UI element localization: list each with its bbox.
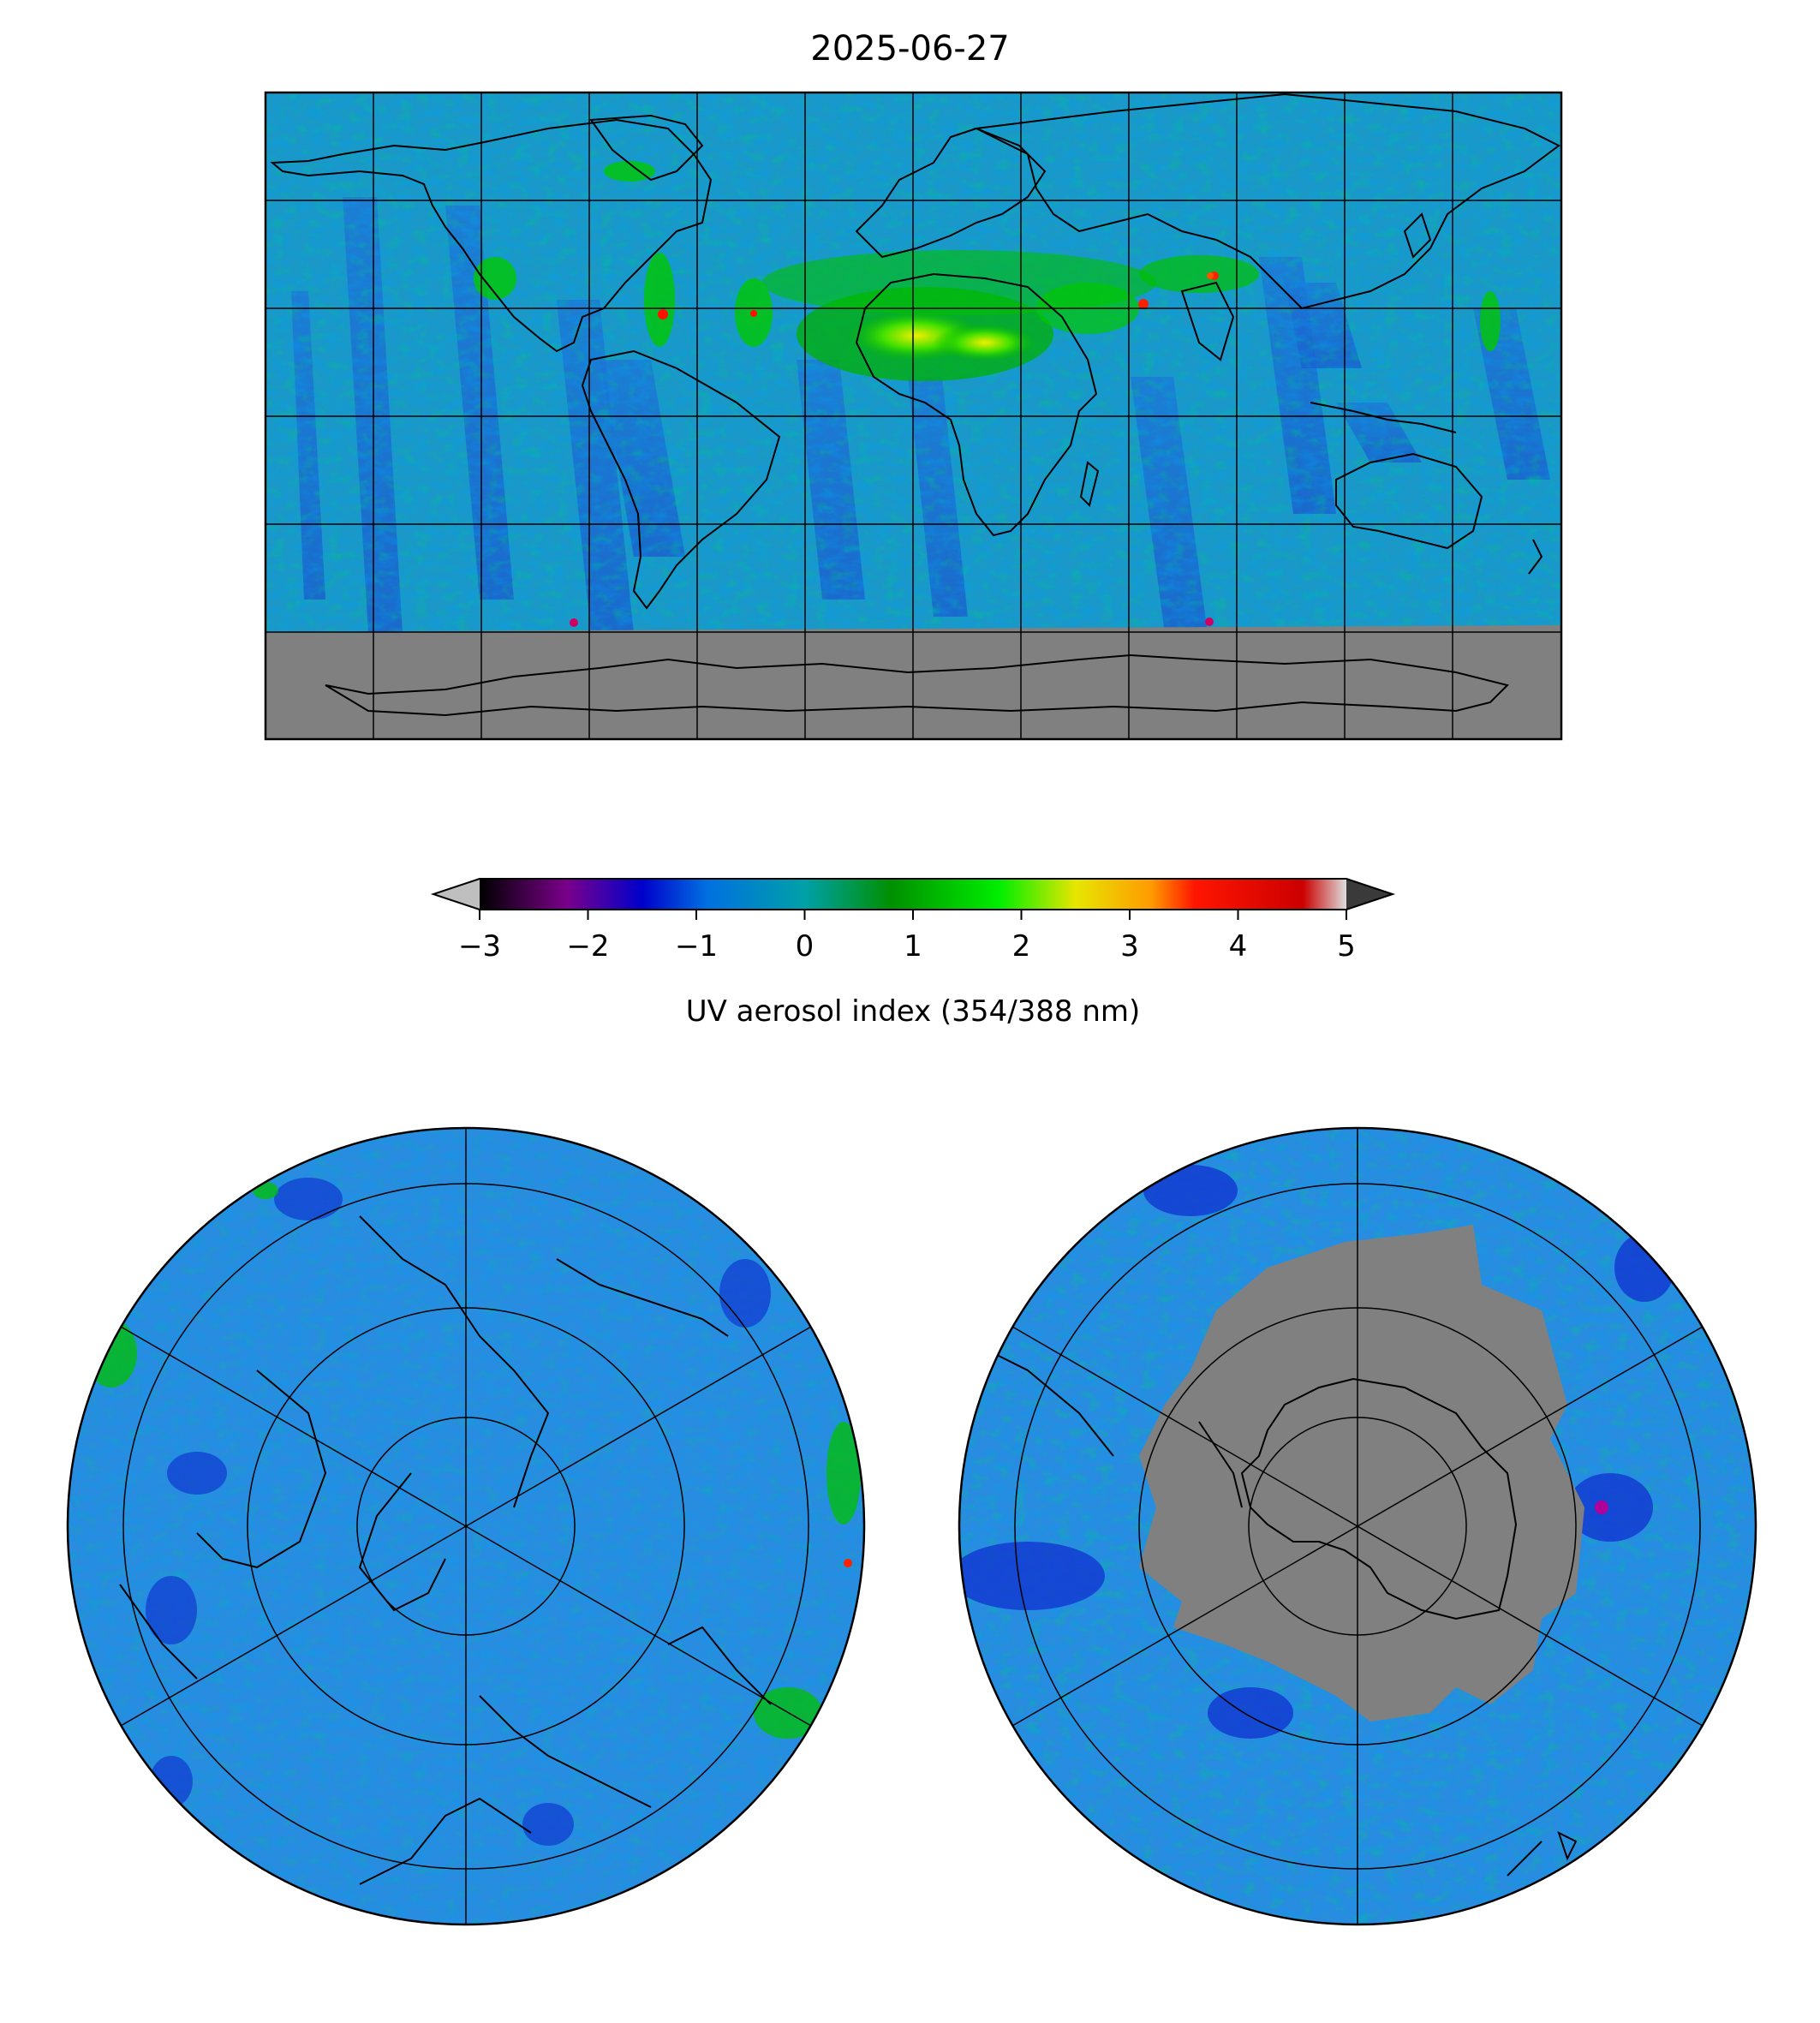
smoke-plumes bbox=[474, 161, 1501, 351]
colorbar-under-extension bbox=[433, 879, 480, 910]
global-graticule bbox=[266, 92, 1561, 739]
antarctica-outline bbox=[325, 653, 1509, 717]
coastlines bbox=[270, 92, 1560, 717]
madagascar-outline bbox=[1079, 461, 1100, 507]
colorbar: −3 −2 −1 0 1 2 3 4 5 UV aerosol index (354/388 n… bbox=[430, 878, 1396, 1029]
colorbar-tick-label: −2 bbox=[566, 929, 609, 964]
south-america-outline bbox=[581, 349, 781, 610]
colorbar-over-extension bbox=[1346, 879, 1393, 910]
colorbar-tick-label: −1 bbox=[675, 929, 718, 964]
north-america-outline bbox=[270, 118, 713, 353]
south-no-data bbox=[1139, 1225, 1584, 1722]
global-map-frame bbox=[264, 91, 1563, 741]
colorbar-tick-label: 5 bbox=[1337, 929, 1356, 964]
europe-outline bbox=[855, 127, 1047, 259]
greenland-outline bbox=[589, 114, 704, 182]
colorbar-ticks: −3 −2 −1 0 1 2 3 4 5 bbox=[458, 910, 1356, 964]
colorbar-tick-label: −3 bbox=[458, 929, 501, 964]
page-title: 2025-06-27 bbox=[810, 29, 1010, 69]
australia-outline bbox=[1335, 452, 1483, 550]
colorbar-tick-label: 3 bbox=[1120, 929, 1139, 964]
south-polar-map bbox=[959, 1128, 1756, 1925]
south-graticule bbox=[1011, 1128, 1704, 1925]
saharan-dust-plume bbox=[762, 250, 1259, 381]
south-polar-frame bbox=[958, 1126, 1757, 1926]
indonesia-outline bbox=[1310, 402, 1457, 433]
japan-outline bbox=[1403, 212, 1432, 259]
colorbar-tick-label: 1 bbox=[904, 929, 922, 964]
colorbar-label: UV aerosol index (354/388 nm) bbox=[686, 994, 1141, 1029]
new-zealand-outline bbox=[1528, 539, 1543, 575]
africa-outline bbox=[855, 272, 1098, 537]
colorbar-tick-label: 0 bbox=[796, 929, 815, 964]
colorbar-tick-label: 2 bbox=[1012, 929, 1031, 964]
india-outline bbox=[1180, 281, 1235, 361]
south-coastlines bbox=[976, 1344, 1578, 1877]
global-map bbox=[266, 92, 1561, 739]
north-graticule bbox=[120, 1128, 812, 1925]
colorbar-gradient bbox=[480, 879, 1346, 910]
asia-outline bbox=[973, 92, 1560, 310]
south-blue-patches bbox=[959, 1165, 1674, 1739]
north-polar-map bbox=[68, 1128, 864, 1925]
colorbar-tick-label: 4 bbox=[1229, 929, 1248, 964]
north-polar-frame bbox=[66, 1126, 866, 1926]
